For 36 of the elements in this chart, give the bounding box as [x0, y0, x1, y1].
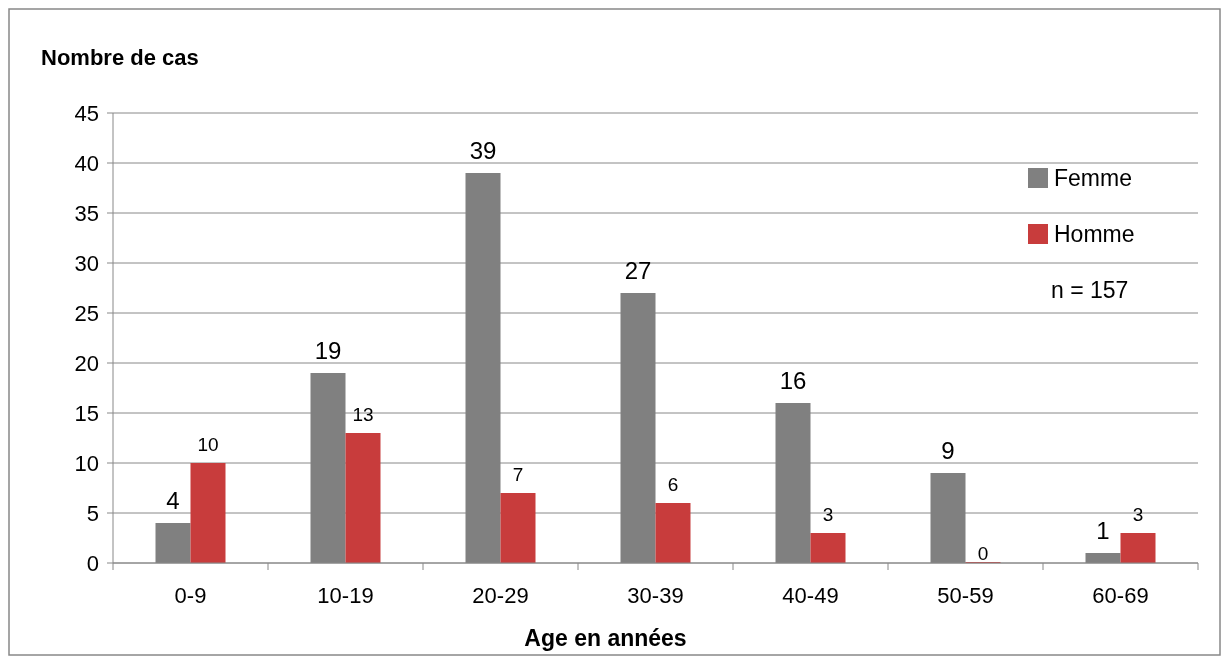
data-label: 4	[166, 487, 180, 514]
data-label: 27	[624, 257, 652, 284]
data-label: 9	[941, 437, 955, 464]
data-label: 13	[352, 404, 374, 425]
data-label: 3	[1132, 504, 1144, 525]
x-axis-title: Age en années	[524, 625, 687, 651]
y-tick-label: 35	[74, 200, 99, 226]
y-tick-label: 25	[74, 300, 99, 326]
y-axis-title: Nombre de cas	[41, 45, 199, 70]
x-tick-label: 40-49	[782, 583, 839, 608]
x-tick-label: 20-29	[472, 583, 529, 608]
data-label: 1	[1096, 517, 1110, 544]
data-label: 3	[822, 504, 834, 525]
x-tick-label: 10-19	[317, 583, 374, 608]
x-tick-label: 30-39	[627, 583, 684, 608]
data-label: 19	[314, 337, 342, 364]
legend-label: Femme	[1054, 165, 1132, 192]
y-tick-label: 45	[74, 100, 99, 126]
y-tick-label: 0	[86, 550, 99, 576]
data-label: 16	[779, 367, 807, 394]
y-tick-label: 15	[74, 400, 99, 426]
legend-label: Homme	[1054, 221, 1135, 248]
data-label: 0	[977, 543, 989, 564]
data-label: 7	[512, 464, 524, 485]
y-tick-label: 40	[74, 150, 99, 176]
data-label: 6	[667, 474, 679, 495]
y-tick-label: 20	[74, 350, 99, 376]
data-label: 10	[197, 434, 219, 455]
data-label: 39	[469, 137, 497, 164]
y-tick-label: 5	[86, 500, 99, 526]
x-tick-label: 0-9	[174, 583, 207, 608]
y-tick-label: 10	[74, 450, 99, 476]
annotation: n = 157	[1051, 277, 1129, 304]
y-tick-label: 30	[74, 250, 99, 276]
x-tick-label: 60-69	[1092, 583, 1149, 608]
x-tick-label: 50-59	[937, 583, 994, 608]
